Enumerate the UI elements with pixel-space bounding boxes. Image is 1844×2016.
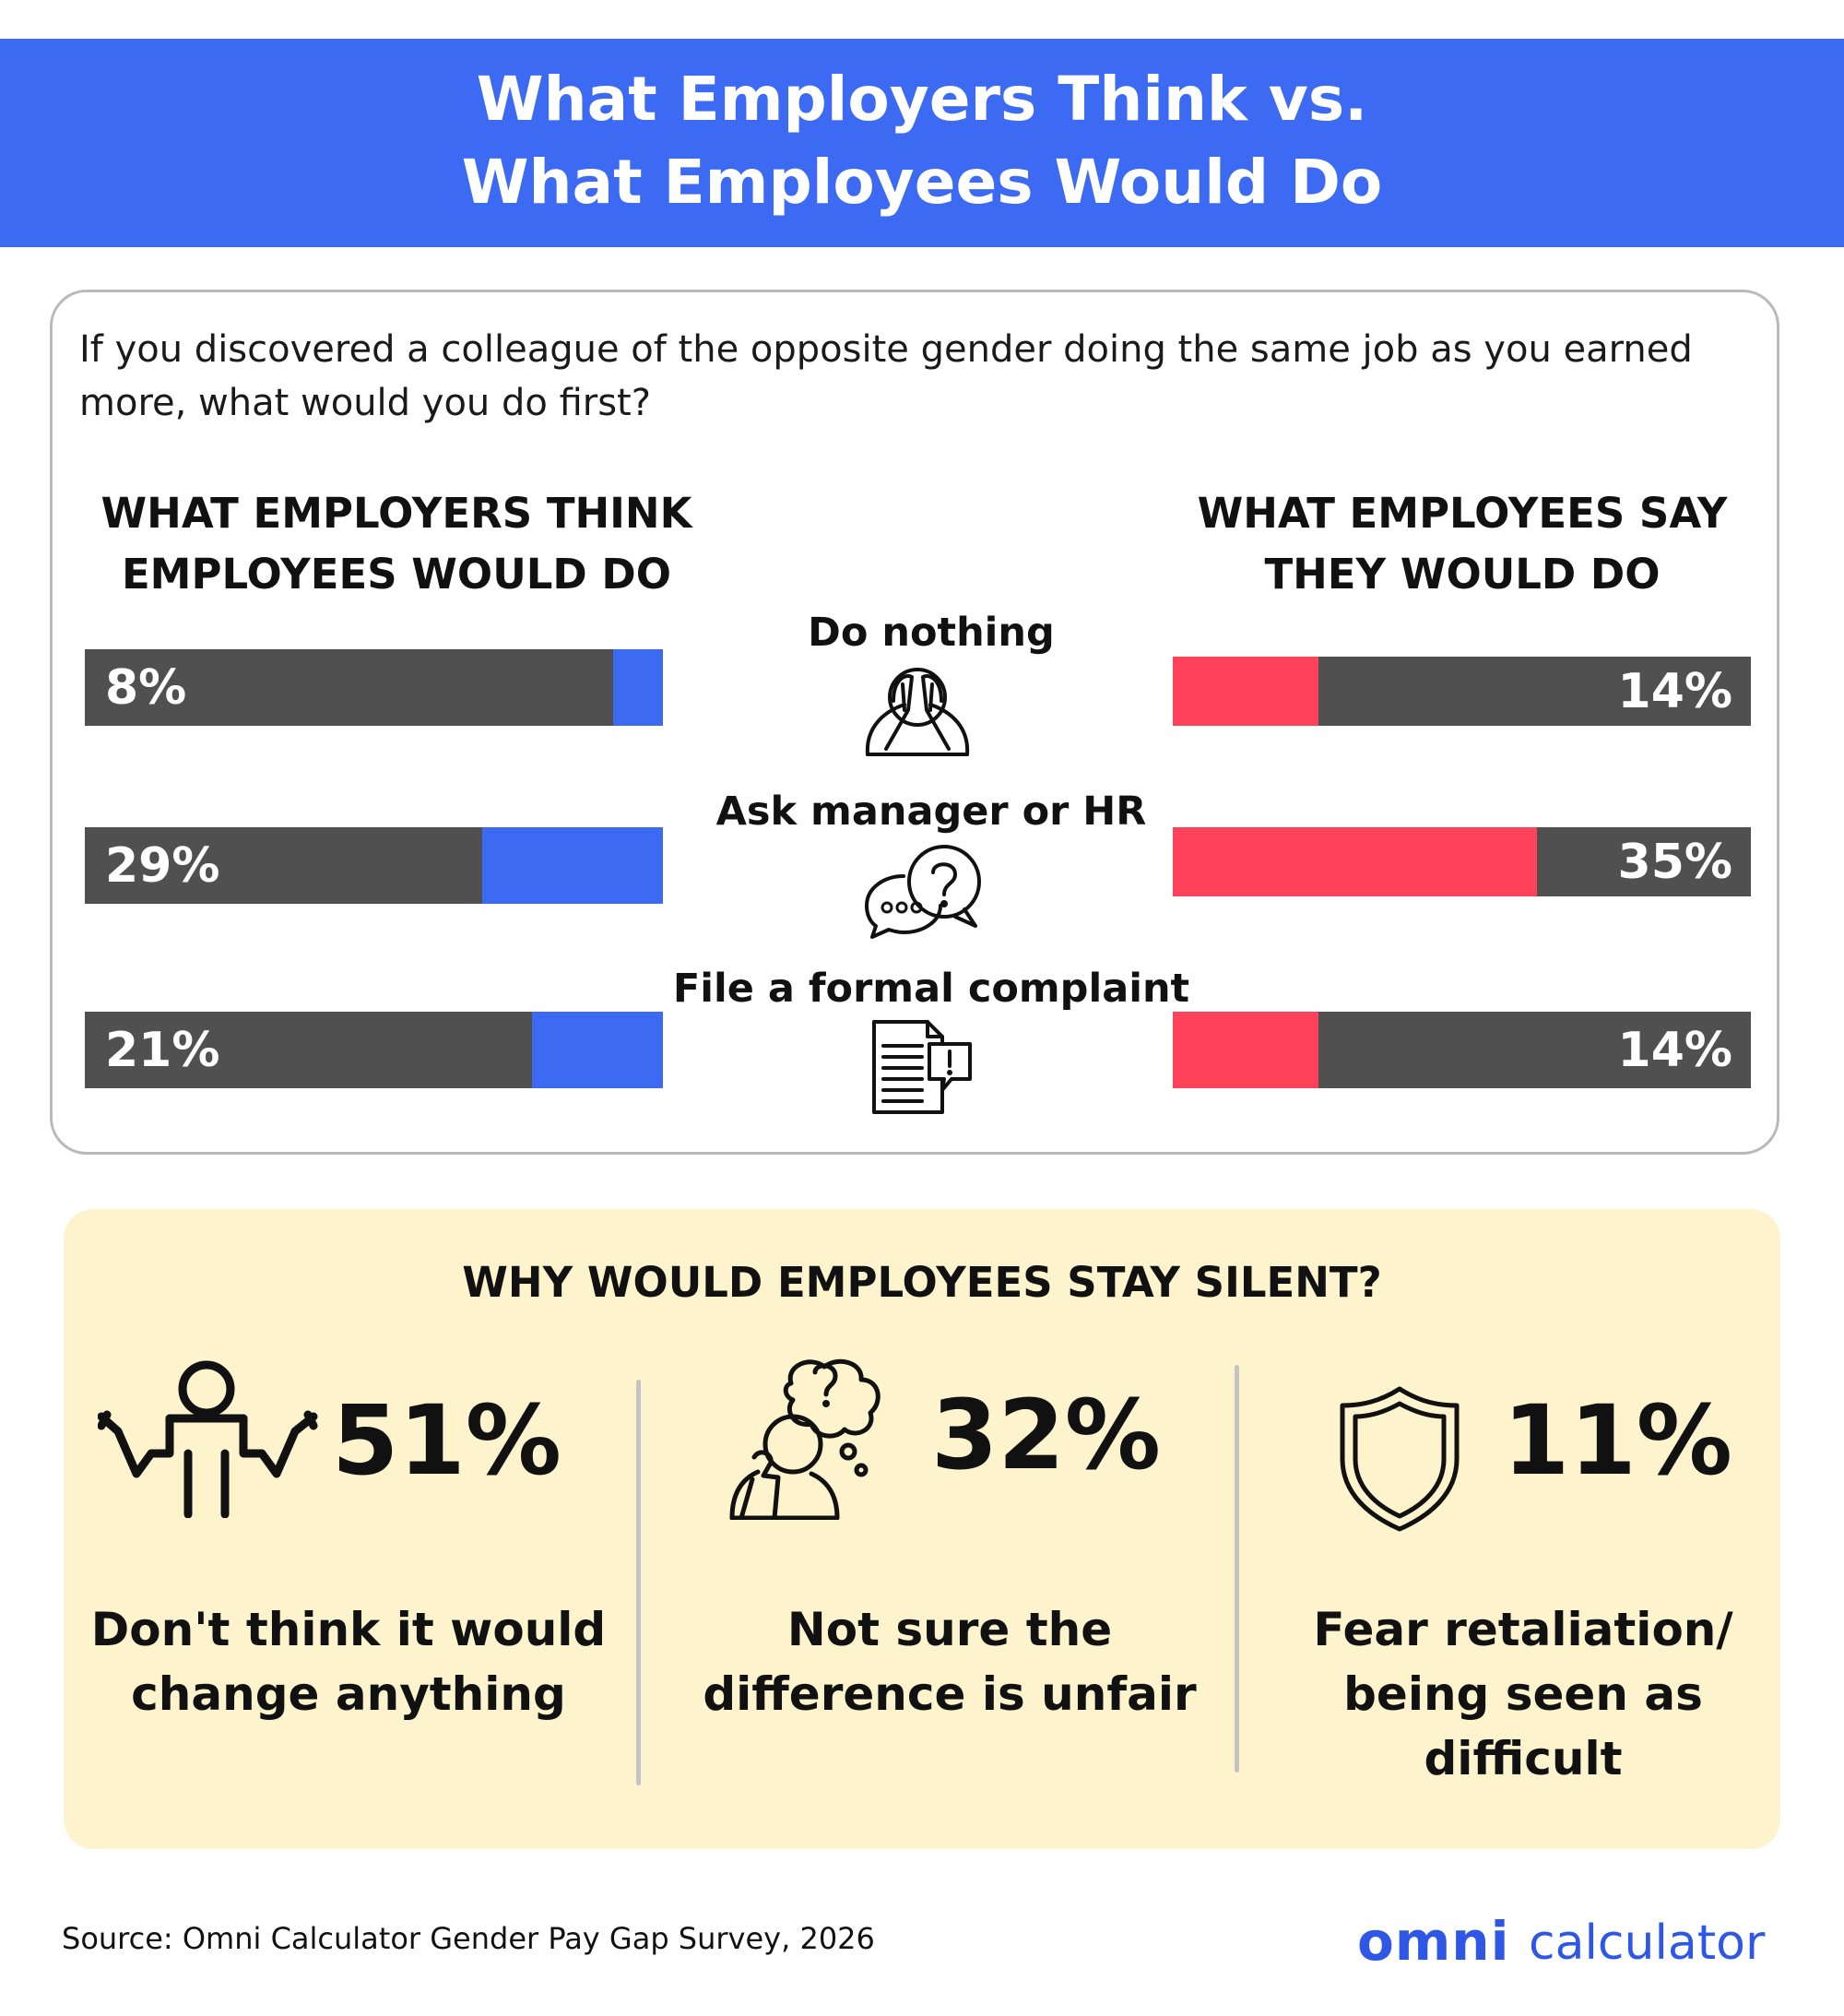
silent-reason: Fear retaliation/ being seen as difficul… [1245,1597,1802,1791]
silent-reason: Don't think it would change anything [68,1597,629,1726]
silent-stat-value: 11% [1503,1384,1732,1497]
category-label-do-nothing: Do nothing [808,610,1055,656]
silent-reason-line: difference is unfair [703,1667,1197,1721]
employers-heading-line-2: EMPLOYEES WOULD DO [121,550,672,599]
logo-mark: omni [1357,1910,1510,1973]
employers-bar-fill [481,827,663,904]
silent-reason-line: Fear retaliation/ [1313,1603,1733,1656]
logo-wordmark: calculator [1529,1915,1766,1971]
employers-bar-do-nothing: 8% [85,649,663,726]
page-title-line-2: What Employees Would Do [461,147,1383,218]
question-chat-icon [865,845,981,939]
employees-bar-ask-manager: 35% [1173,827,1751,896]
silent-reason-line: Not sure the [786,1603,1113,1656]
silent-reason-line: change anything [131,1667,566,1721]
divider [1235,1365,1239,1773]
employees-bar-do-nothing: 14% [1173,657,1751,726]
stay-silent-title: WHY WOULD EMPLOYEES STAY SILENT? [462,1258,1382,1307]
thinking-person-icon [729,1358,881,1520]
complaint-document-icon [872,1020,972,1114]
employers-heading-line-1: WHAT EMPLOYERS THINK [100,489,692,538]
employees-column-heading: WHAT EMPLOYEES SAY THEY WOULD DO [1140,483,1785,605]
employees-bar-formal-complaint: 14% [1173,1012,1751,1088]
employees-heading-line-1: WHAT EMPLOYEES SAY [1197,489,1728,538]
employees-bar-label: 35% [1617,834,1732,890]
employers-bar-fill [531,1012,663,1088]
silent-stat-value: 32% [931,1379,1161,1491]
category-label-ask-manager: Ask manager or HR [715,789,1147,835]
silent-reason: Not sure the difference is unfair [668,1597,1232,1726]
page-title-line-1: What Employers Think vs. [476,64,1368,135]
employers-bar-formal-complaint: 21% [85,1012,663,1088]
employers-bar-label: 29% [105,837,220,894]
employers-bar-ask-manager: 29% [85,827,663,904]
silent-reason-line: difficult [1424,1732,1623,1785]
employees-bar-fill [1173,657,1318,726]
source-note: Source: Omni Calculator Gender Pay Gap S… [62,1921,875,1956]
face-palm-icon [865,668,970,756]
employees-bar-label: 14% [1617,1022,1732,1078]
stay-silent-panel [64,1209,1780,1849]
employers-bar-fill [613,649,663,726]
employees-bar-fill [1173,1012,1318,1088]
title-banner [0,39,1844,247]
category-label-formal-complaint: File a formal complaint [672,966,1190,1012]
survey-question: If you discovered a colleague of the opp… [79,328,1693,424]
shrug-person-icon [98,1360,318,1518]
divider [636,1380,641,1785]
employees-bar-fill [1173,827,1537,896]
employers-bar-label: 21% [105,1022,220,1078]
silent-reason-line: Don't think it would [90,1603,607,1656]
employers-bar-label: 8% [105,659,187,716]
silent-reason-line: being seen as [1343,1667,1703,1721]
silent-stat-value: 51% [332,1384,561,1497]
shield-icon [1340,1386,1460,1532]
employers-column-heading: WHAT EMPLOYERS THINK EMPLOYEES WOULD DO [74,483,719,605]
employees-bar-label: 14% [1617,663,1732,719]
employees-heading-line-2: THEY WOULD DO [1264,550,1661,599]
